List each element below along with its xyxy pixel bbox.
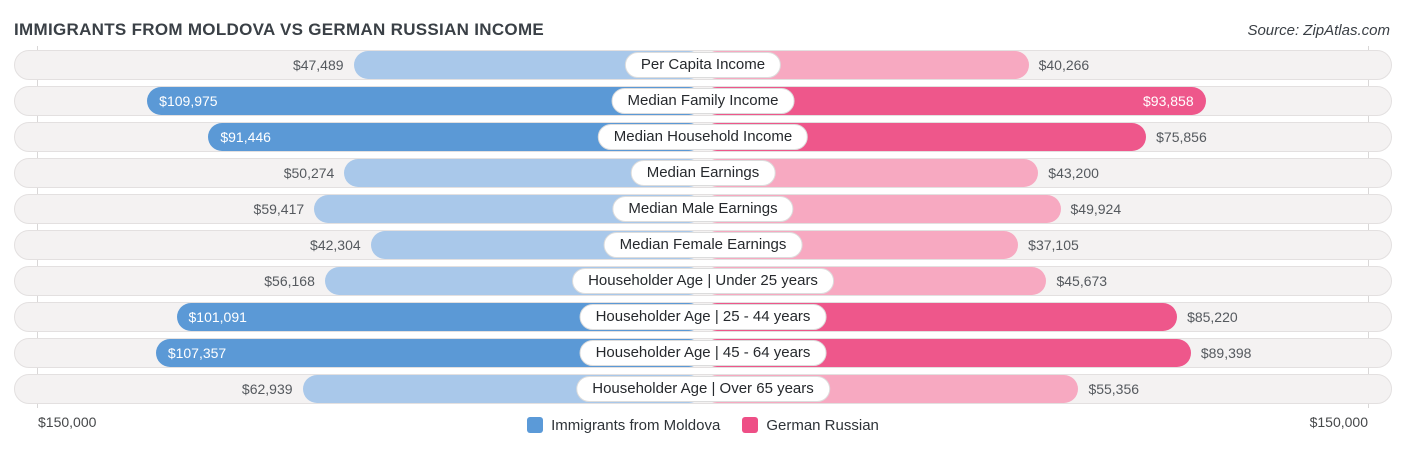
category-label: Householder Age | Under 25 years [572,268,834,294]
category-label: Per Capita Income [624,52,782,78]
category-label: Median Family Income [611,88,795,114]
chart-row: $56,168 $45,673 Householder Age | Under 25… [14,266,1392,296]
source-attribution: Source: ZipAtlas.com [1247,22,1390,39]
german-russian-value-label: $40,266 [1038,57,1090,73]
right-axis-gridline [1368,46,1369,408]
moldova-value-label: $107,357 [167,345,227,361]
moldova-value-label: $62,939 [241,381,293,397]
category-label: Median Household Income [597,124,809,150]
german-russian-value-label: $37,105 [1028,237,1079,253]
category-label: Householder Age | 25 - 44 years [579,304,827,330]
chart-row: $59,417 $49,924 Median Male Earnings [14,194,1392,224]
german-russian-value-label: $89,398 [1200,345,1252,361]
chart-row: $42,304 $37,105 Median Female Earnings [14,230,1392,260]
german-russian-value-label: $93,858 [1143,93,1194,109]
moldova-value-label: $56,168 [264,273,315,289]
german-russian-value-label: $55,356 [1088,381,1140,397]
chart-row: $101,091 $85,220 Householder Age | 25 - 44… [14,302,1392,332]
moldova-value-label: $109,975 [159,93,218,109]
german-russian-value-label: $49,924 [1070,201,1122,217]
chart-row: $109,975 $93,858 Median Family Income [14,86,1392,116]
category-label: Householder Age | 45 - 64 years [579,340,827,366]
category-label: Median Female Earnings [603,232,803,258]
moldova-value-label: $91,446 [220,129,271,145]
left-axis-max-label: $150,000 [38,414,97,430]
legend-item-moldova: Immigrants from Moldova [527,417,720,434]
moldova-value-label: $50,274 [283,165,335,181]
chart-row: $47,489 $40,266 Per Capita Income [14,50,1392,80]
category-label: Householder Age | Over 65 years [576,376,830,402]
chart-header: IMMIGRANTS FROM MOLDOVA VS GERMAN RUSSIA… [0,0,1406,40]
german-russian-value-label: $43,200 [1048,165,1099,181]
right-axis-max-label: $150,000 [1309,414,1368,430]
german-russian-value-label: $85,220 [1187,309,1238,325]
page-title: IMMIGRANTS FROM MOLDOVA VS GERMAN RUSSIA… [14,20,545,39]
chart-row: $62,939 $55,356 Householder Age | Over 65 … [14,374,1392,404]
legend: Immigrants from Moldova German Russian [527,417,879,434]
moldova-bar[interactable] [147,87,703,115]
moldova-value-label: $59,417 [253,201,305,217]
german-russian-swatch-icon [742,417,759,433]
category-label: Median Male Earnings [612,196,794,222]
moldova-value-label: $42,304 [310,237,361,253]
legend-item-german-russian: German Russian [742,417,879,434]
german-russian-value-label: $45,673 [1056,273,1108,289]
chart-row: $50,274 $43,200 Median Earnings [14,158,1392,188]
chart-row: $91,446 $75,856 Median Household Income [14,122,1392,152]
legend-label: Immigrants from Moldova [551,416,721,434]
moldova-value-label: $101,091 [188,309,247,325]
income-comparison-chart: $47,489 $40,266 Per Capita Income $109,975 $… [14,46,1392,408]
chart-footer: $150,000 Immigrants from Moldova German R… [14,412,1392,438]
left-axis-gridline [37,46,38,408]
category-label: Median Earnings [630,160,776,186]
german-russian-value-label: $75,856 [1156,129,1207,145]
chart-row: $107,357 $89,398 Householder Age | 45 - 64… [14,338,1392,368]
moldova-swatch-icon [527,417,544,433]
legend-label: German Russian [766,416,879,434]
moldova-value-label: $47,489 [292,57,344,73]
